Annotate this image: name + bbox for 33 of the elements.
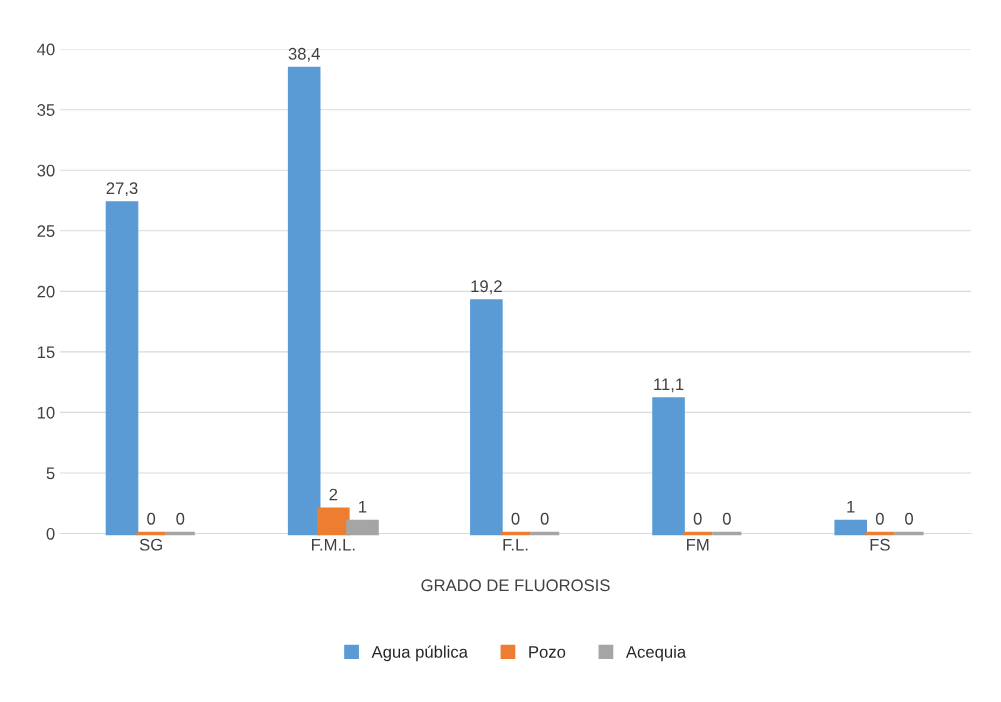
y-tick-label: 30 — [37, 164, 55, 177]
x-tick-label: F.L. — [503, 538, 528, 551]
data-label: 0 — [176, 512, 185, 525]
data-label: 0 — [511, 512, 520, 525]
data-label: 19,2 — [471, 280, 502, 295]
data-label: 0 — [875, 512, 884, 525]
x-tick-label: FS — [870, 538, 890, 551]
legend-label: Agua pública — [371, 645, 468, 662]
data-label: 0 — [722, 512, 731, 525]
y-tick-label: 40 — [37, 43, 55, 56]
legend-label: Acequia — [625, 645, 687, 662]
data-label: 2 — [329, 488, 338, 501]
data-label: 1 — [847, 500, 855, 513]
data-label: 0 — [540, 512, 549, 525]
data-label: 0 — [147, 512, 156, 525]
data-label: 0 — [905, 512, 914, 525]
x-axis-title: GRADO DE FLUOROSIS — [421, 579, 610, 592]
data-label: 0 — [693, 512, 702, 525]
data-label: 1 — [359, 500, 367, 513]
y-tick-label: 20 — [37, 285, 55, 298]
x-tick-label: F.M.L. — [312, 538, 355, 551]
legend-label: Pozo — [529, 646, 566, 658]
data-label: 11,1 — [654, 378, 684, 393]
y-tick-label: 0 — [46, 527, 55, 540]
y-tick-label: 15 — [37, 346, 55, 359]
y-tick-label: 25 — [37, 225, 55, 237]
y-tick-label: 10 — [37, 406, 55, 419]
y-tick-label: 35 — [37, 104, 55, 116]
data-label: 38,4 — [288, 47, 320, 62]
y-tick-label: 5 — [46, 467, 55, 480]
x-tick-label: SG — [139, 538, 162, 551]
data-label: 27,3 — [106, 182, 138, 197]
x-tick-label: FM — [687, 538, 709, 551]
